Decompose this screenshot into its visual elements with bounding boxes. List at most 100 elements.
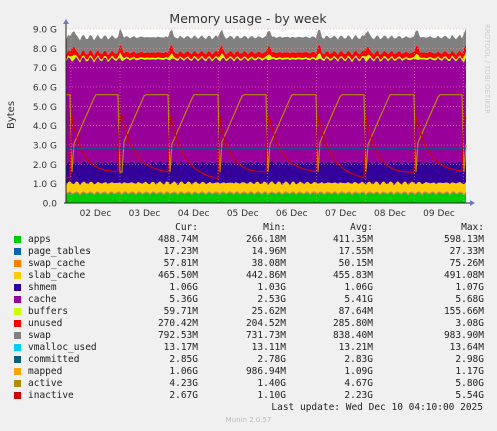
x-tick-label: 06 Dec <box>276 209 308 219</box>
legend-header-min: Min: <box>263 222 286 233</box>
y-axis-arrow <box>63 19 69 24</box>
legend-max: 5.68G <box>455 294 484 305</box>
legend-name: swap <box>28 330 51 341</box>
legend-swatch <box>14 320 21 327</box>
legend-max: 5.80G <box>455 378 484 389</box>
x-tick-label: 04 Dec <box>178 209 210 219</box>
y-tick-label: 0.0 <box>43 200 58 210</box>
legend-avg: 2.23G <box>344 390 373 401</box>
legend-name: page_tables <box>28 246 91 257</box>
legend-cur: 792.53M <box>157 330 198 341</box>
y-tick-label: 7.0 G <box>33 64 57 74</box>
legend-swatch <box>14 296 21 303</box>
legend-min: 731.73M <box>245 330 286 341</box>
legend-swatch <box>14 272 21 279</box>
legend-max: 75.26M <box>449 258 484 269</box>
y-tick-label: 1.0 G <box>33 180 57 190</box>
legend-name: mapped <box>28 366 63 377</box>
area-swap <box>66 28 466 56</box>
chart-title: Memory usage - by week <box>169 11 327 26</box>
legend-max: 1.07G <box>455 282 484 293</box>
legend-swatch <box>14 236 21 243</box>
legend-swatch <box>14 380 21 387</box>
legend-min: 2.78G <box>257 354 286 365</box>
legend-name: buffers <box>28 306 69 317</box>
legend-max: 3.08G <box>455 318 484 329</box>
legend-cur: 59.71M <box>163 306 198 317</box>
area-slab-cache <box>66 181 466 194</box>
grid <box>66 28 466 203</box>
legend-cur: 17.23M <box>163 246 198 257</box>
rrdtool-watermark: RRDTOOL / TOBI OETIKER <box>483 24 491 114</box>
legend-name: unused <box>28 318 63 329</box>
y-tick-label: 3.0 G <box>33 142 57 152</box>
legend-cur: 57.81M <box>163 258 198 269</box>
y-tick-label: 9.0 G <box>33 26 57 36</box>
memory-chart: Memory usage - by week Bytes RRDTOOL / T… <box>6 11 491 219</box>
y-tick-label: 2.0 G <box>33 161 57 171</box>
legend-max: 1.17G <box>455 366 484 377</box>
legend-name: slab_cache <box>28 270 86 281</box>
x-ticks: 02 Dec 03 Dec 04 Dec 05 Dec 06 Dec 07 Dec 08 D… <box>80 209 455 219</box>
legend-min: 1.03G <box>257 282 286 293</box>
legend-swatch <box>14 356 21 363</box>
legend-name: vmalloc_used <box>28 342 97 353</box>
legend-avg: 13.21M <box>338 342 373 353</box>
legend-cur: 2.67G <box>169 390 198 401</box>
legend-header-cur: Cur: <box>175 222 198 233</box>
legend-min: 442.86M <box>245 270 286 281</box>
legend-max: 491.08M <box>443 270 484 281</box>
legend-cur: 4.23G <box>169 378 198 389</box>
legend-min: 1.10G <box>257 390 286 401</box>
legend-header-max: Max: <box>461 222 484 233</box>
y-tick-label: 5.0 G <box>33 103 57 113</box>
area-unused <box>66 43 466 61</box>
legend-cur: 5.36G <box>169 294 198 305</box>
y-tick-label: 4.0 G <box>33 122 57 132</box>
legend-swatch <box>14 332 21 339</box>
legend-max: 2.98G <box>455 354 484 365</box>
legend-swatch <box>14 344 21 351</box>
legend-avg: 1.06G <box>344 282 373 293</box>
x-tick-label: 09 Dec <box>423 209 455 219</box>
legend-cur: 2.85G <box>169 354 198 365</box>
legend-name: shmem <box>28 282 57 293</box>
legend-header-avg: Avg: <box>350 222 373 233</box>
x-tick-label: 02 Dec <box>80 209 112 219</box>
legend-name: active <box>28 378 63 389</box>
legend-min: 986.94M <box>245 366 286 377</box>
munin-version: Munin 2.0.57 <box>225 416 272 424</box>
legend-max: 5.54G <box>455 390 484 401</box>
legend-avg: 17.55M <box>338 246 373 257</box>
legend-min: 38.08M <box>251 258 286 269</box>
area-swap-cache <box>66 191 466 196</box>
legend-name: cache <box>28 294 57 305</box>
x-tick-label: 03 Dec <box>129 209 161 219</box>
legend-avg: 455.83M <box>332 270 373 281</box>
legend-min: 14.96M <box>251 246 286 257</box>
legend-swatch <box>14 260 21 267</box>
legend-swatch <box>14 392 21 399</box>
legend-name: committed <box>28 354 80 365</box>
legend-name: swap_cache <box>28 258 86 269</box>
area-apps <box>66 192 466 203</box>
legend-max: 13.64M <box>449 342 484 353</box>
legend-min: 25.62M <box>251 306 286 317</box>
x-tick-label: 08 Dec <box>374 209 406 219</box>
line-active <box>66 94 467 173</box>
legend-swatch <box>14 284 21 291</box>
legend-max: 155.66M <box>443 306 484 317</box>
plot-layers <box>65 28 467 203</box>
legend-avg: 411.35M <box>332 234 373 245</box>
legend-avg: 285.80M <box>332 318 373 329</box>
legend-min: 13.11M <box>251 342 286 353</box>
legend-cur: 13.17M <box>163 342 198 353</box>
legend-cur: 270.42M <box>157 318 198 329</box>
y-ticks: 0.0 1.0 G 2.0 G 3.0 G 4.0 G 5.0 G 6.0 G 7.0 G 8.… <box>33 26 57 210</box>
legend-swatch <box>14 368 21 375</box>
area-page-tables <box>66 192 466 196</box>
y-axis-label: Bytes <box>6 101 17 129</box>
legend-name: apps <box>28 234 51 245</box>
x-tick-label: 05 Dec <box>227 209 259 219</box>
legend-name: inactive <box>28 390 74 401</box>
